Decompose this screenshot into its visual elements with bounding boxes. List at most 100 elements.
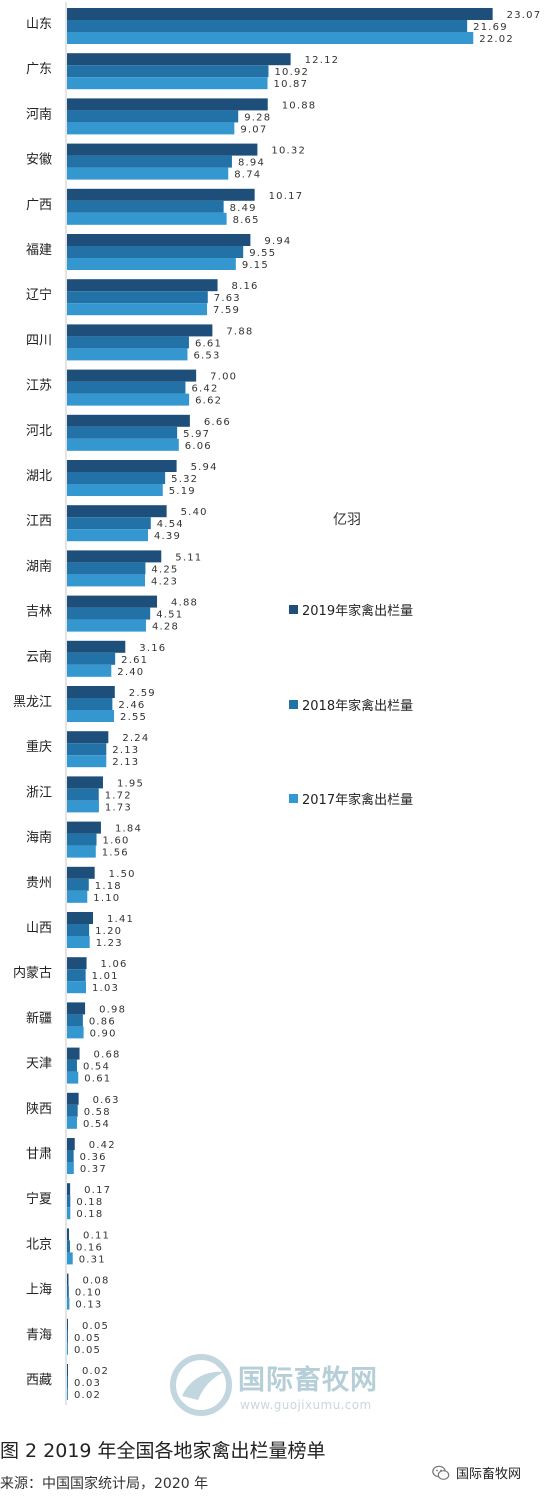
category-label-25: 甘肃 (26, 1147, 52, 1162)
bar-2017-3 (67, 167, 229, 180)
value-label-2019-2: 10.88 (282, 100, 317, 111)
figure-caption: 图 2 2019 年全国各地家禽出栏量榜单 (0, 1440, 326, 1462)
value-label-2017-30: 0.02 (74, 1390, 101, 1401)
bar-2018-21 (67, 969, 86, 982)
category-label-13: 吉林 (26, 605, 52, 620)
bar-2019-14 (67, 640, 126, 653)
value-label-2019-5: 9.94 (264, 236, 291, 247)
value-label-2019-7: 7.88 (226, 326, 253, 337)
bar-2018-0 (67, 20, 468, 32)
value-label-2017-16: 2.13 (112, 757, 139, 768)
bar-2017-30 (67, 1388, 68, 1400)
bar-2017-6 (67, 303, 208, 316)
watermark-name: 国际畜牧网 (238, 1365, 378, 1396)
category-label-30: 西藏 (26, 1373, 52, 1388)
value-label-2017-20: 1.23 (96, 938, 123, 949)
value-label-2017-4: 8.65 (233, 215, 260, 226)
category-label-1: 广东 (26, 62, 52, 77)
legend-item-2018: 2018年家禽出栏量 (289, 695, 413, 714)
value-label-2019-13: 4.88 (171, 598, 198, 609)
value-label-2017-0: 22.02 (479, 34, 514, 45)
value-label-2017-24: 0.54 (83, 1119, 110, 1130)
bar-2017-23 (67, 1071, 79, 1084)
value-label-2018-5: 9.55 (249, 248, 276, 259)
value-label-2018-22: 0.86 (89, 1016, 116, 1027)
bar-2017-15 (67, 710, 115, 722)
bar-2018-15 (67, 698, 113, 710)
category-label-24: 陕西 (26, 1102, 52, 1117)
category-label-16: 重庆 (26, 739, 52, 755)
value-label-2017-15: 2.55 (120, 712, 147, 723)
bar-2017-27 (67, 1252, 73, 1265)
bar-2019-4 (67, 188, 255, 201)
value-label-2017-29: 0.05 (74, 1345, 101, 1356)
bar-2017-5 (67, 258, 236, 270)
legend-swatch-2019 (289, 605, 298, 614)
bar-2019-28 (67, 1273, 69, 1286)
category-label-26: 宁夏 (26, 1191, 52, 1207)
value-label-2018-24: 0.58 (84, 1107, 111, 1118)
value-label-2017-1: 10.87 (274, 79, 309, 90)
category-label-17: 浙江 (26, 785, 52, 800)
value-label-2017-21: 1.03 (92, 983, 119, 994)
legend-label-2018: 2018年家禽出栏量 (302, 699, 414, 714)
value-label-2018-20: 1.20 (95, 926, 122, 937)
bar-2017-25 (67, 1162, 74, 1174)
value-label-2017-27: 0.31 (79, 1254, 106, 1265)
bar-2018-11 (67, 517, 151, 530)
bar-2018-27 (67, 1240, 70, 1253)
bar-2017-19 (67, 890, 88, 903)
value-label-2017-5: 9.15 (242, 260, 269, 271)
value-label-2018-4: 8.49 (230, 203, 257, 214)
wechat-account-name: 国际畜牧网 (456, 1467, 522, 1482)
value-label-2019-9: 6.66 (204, 417, 231, 428)
value-label-2019-29: 0.05 (82, 1321, 109, 1332)
value-label-2018-26: 0.18 (76, 1197, 103, 1208)
bar-2019-23 (67, 1047, 80, 1060)
bar-2018-13 (67, 607, 151, 620)
value-label-2018-6: 7.63 (214, 293, 241, 304)
category-label-7: 四川 (26, 333, 52, 348)
bar-2017-7 (67, 348, 188, 361)
value-label-2019-23: 0.68 (94, 1050, 121, 1061)
value-label-2019-3: 10.32 (271, 146, 306, 157)
bar-2018-7 (67, 336, 189, 349)
legend-label-2019: 2019年家禽出栏量 (302, 604, 414, 619)
value-label-2017-14: 2.40 (117, 667, 144, 678)
category-label-10: 湖北 (26, 469, 52, 484)
value-label-2019-16: 2.24 (122, 733, 149, 744)
value-label-2018-14: 2.61 (121, 655, 148, 666)
bar-2019-21 (67, 957, 87, 970)
bar-2018-6 (67, 291, 208, 304)
bar-2017-14 (67, 664, 112, 677)
value-label-2018-17: 1.72 (105, 790, 132, 801)
bar-2019-30 (67, 1364, 68, 1376)
category-label-23: 天津 (26, 1057, 52, 1072)
value-label-2018-11: 4.54 (157, 519, 184, 530)
category-label-3: 安徽 (26, 153, 52, 168)
category-label-14: 云南 (26, 649, 52, 665)
bar-2018-9 (67, 426, 178, 439)
category-label-6: 辽宁 (26, 287, 52, 303)
bar-2019-19 (67, 866, 95, 879)
value-label-2018-25: 0.36 (80, 1152, 107, 1163)
value-label-2017-10: 5.19 (169, 486, 196, 497)
category-label-15: 黑龙江 (13, 695, 52, 710)
value-label-2018-9: 5.97 (183, 429, 210, 440)
bar-2018-17 (67, 788, 99, 801)
wechat-badge: 国际畜牧网 (432, 1463, 521, 1482)
unit-label: 亿羽 (333, 512, 361, 528)
value-label-2017-22: 0.90 (90, 1028, 117, 1039)
value-label-2018-7: 6.61 (195, 338, 222, 349)
bar-2018-2 (67, 110, 239, 123)
category-label-21: 内蒙古 (13, 965, 52, 981)
category-label-22: 新疆 (26, 1010, 52, 1026)
value-label-2017-7: 6.53 (193, 350, 220, 361)
bar-2017-12 (67, 574, 146, 587)
value-label-2017-28: 0.13 (75, 1300, 102, 1311)
watermark: 国际畜牧网 www.guojixumu.com (168, 1352, 408, 1424)
legend-item-2019: 2019年家禽出栏量 (289, 600, 413, 619)
bar-2018-22 (67, 1014, 83, 1027)
bar-2019-12 (67, 550, 162, 563)
watermark-logo-icon (170, 1354, 232, 1416)
